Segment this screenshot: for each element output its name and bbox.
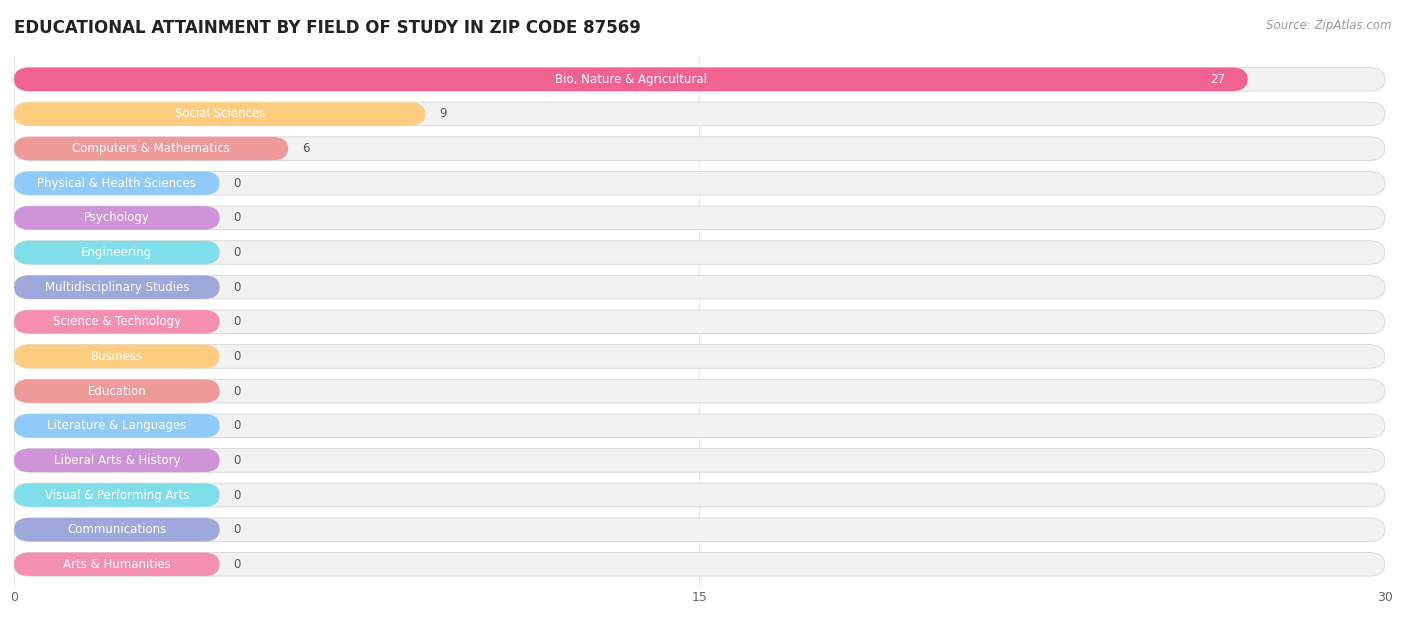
FancyBboxPatch shape [14,345,1385,369]
Text: 0: 0 [233,523,240,536]
FancyBboxPatch shape [14,206,1385,230]
Text: 9: 9 [439,107,447,121]
FancyBboxPatch shape [14,241,219,264]
FancyBboxPatch shape [14,345,219,369]
Text: Science & Technology: Science & Technology [53,316,181,328]
Text: Business: Business [91,350,143,363]
FancyBboxPatch shape [14,414,1385,437]
FancyBboxPatch shape [14,241,1385,264]
Text: Multidisciplinary Studies: Multidisciplinary Studies [45,281,190,293]
Text: 0: 0 [233,177,240,190]
Text: Education: Education [87,385,146,398]
Text: 0: 0 [233,350,240,363]
FancyBboxPatch shape [14,379,1385,403]
FancyBboxPatch shape [14,414,219,437]
FancyBboxPatch shape [14,483,219,507]
FancyBboxPatch shape [14,172,219,195]
Text: 0: 0 [233,281,240,293]
FancyBboxPatch shape [14,449,1385,472]
FancyBboxPatch shape [14,553,219,576]
Text: 0: 0 [233,558,240,571]
Text: Physical & Health Sciences: Physical & Health Sciences [38,177,197,190]
FancyBboxPatch shape [14,379,219,403]
FancyBboxPatch shape [14,275,1385,299]
Text: Psychology: Psychology [84,211,150,225]
FancyBboxPatch shape [14,68,1249,91]
FancyBboxPatch shape [14,518,219,541]
FancyBboxPatch shape [14,206,219,230]
FancyBboxPatch shape [14,102,426,126]
Text: 6: 6 [302,142,309,155]
FancyBboxPatch shape [14,483,1385,507]
FancyBboxPatch shape [14,310,219,334]
FancyBboxPatch shape [14,102,1385,126]
Text: Arts & Humanities: Arts & Humanities [63,558,170,571]
Text: 0: 0 [233,316,240,328]
FancyBboxPatch shape [14,449,219,472]
Text: 0: 0 [233,419,240,432]
FancyBboxPatch shape [14,275,219,299]
FancyBboxPatch shape [14,518,1385,541]
FancyBboxPatch shape [14,68,1385,91]
FancyBboxPatch shape [14,172,1385,195]
FancyBboxPatch shape [14,137,1385,160]
Text: 0: 0 [233,385,240,398]
Text: 0: 0 [233,488,240,502]
FancyBboxPatch shape [14,553,1385,576]
Text: 0: 0 [233,246,240,259]
FancyBboxPatch shape [14,137,288,160]
Text: Communications: Communications [67,523,166,536]
Text: 0: 0 [233,211,240,225]
Text: EDUCATIONAL ATTAINMENT BY FIELD OF STUDY IN ZIP CODE 87569: EDUCATIONAL ATTAINMENT BY FIELD OF STUDY… [14,19,641,37]
Text: Computers & Mathematics: Computers & Mathematics [72,142,231,155]
Text: Bio, Nature & Agricultural: Bio, Nature & Agricultural [555,73,707,86]
Text: 0: 0 [233,454,240,467]
Text: Literature & Languages: Literature & Languages [48,419,187,432]
Text: Engineering: Engineering [82,246,152,259]
Text: Visual & Performing Arts: Visual & Performing Arts [45,488,188,502]
Text: 27: 27 [1211,73,1225,86]
Text: Source: ZipAtlas.com: Source: ZipAtlas.com [1267,19,1392,32]
Text: Liberal Arts & History: Liberal Arts & History [53,454,180,467]
FancyBboxPatch shape [14,310,1385,334]
Text: Social Sciences: Social Sciences [174,107,264,121]
